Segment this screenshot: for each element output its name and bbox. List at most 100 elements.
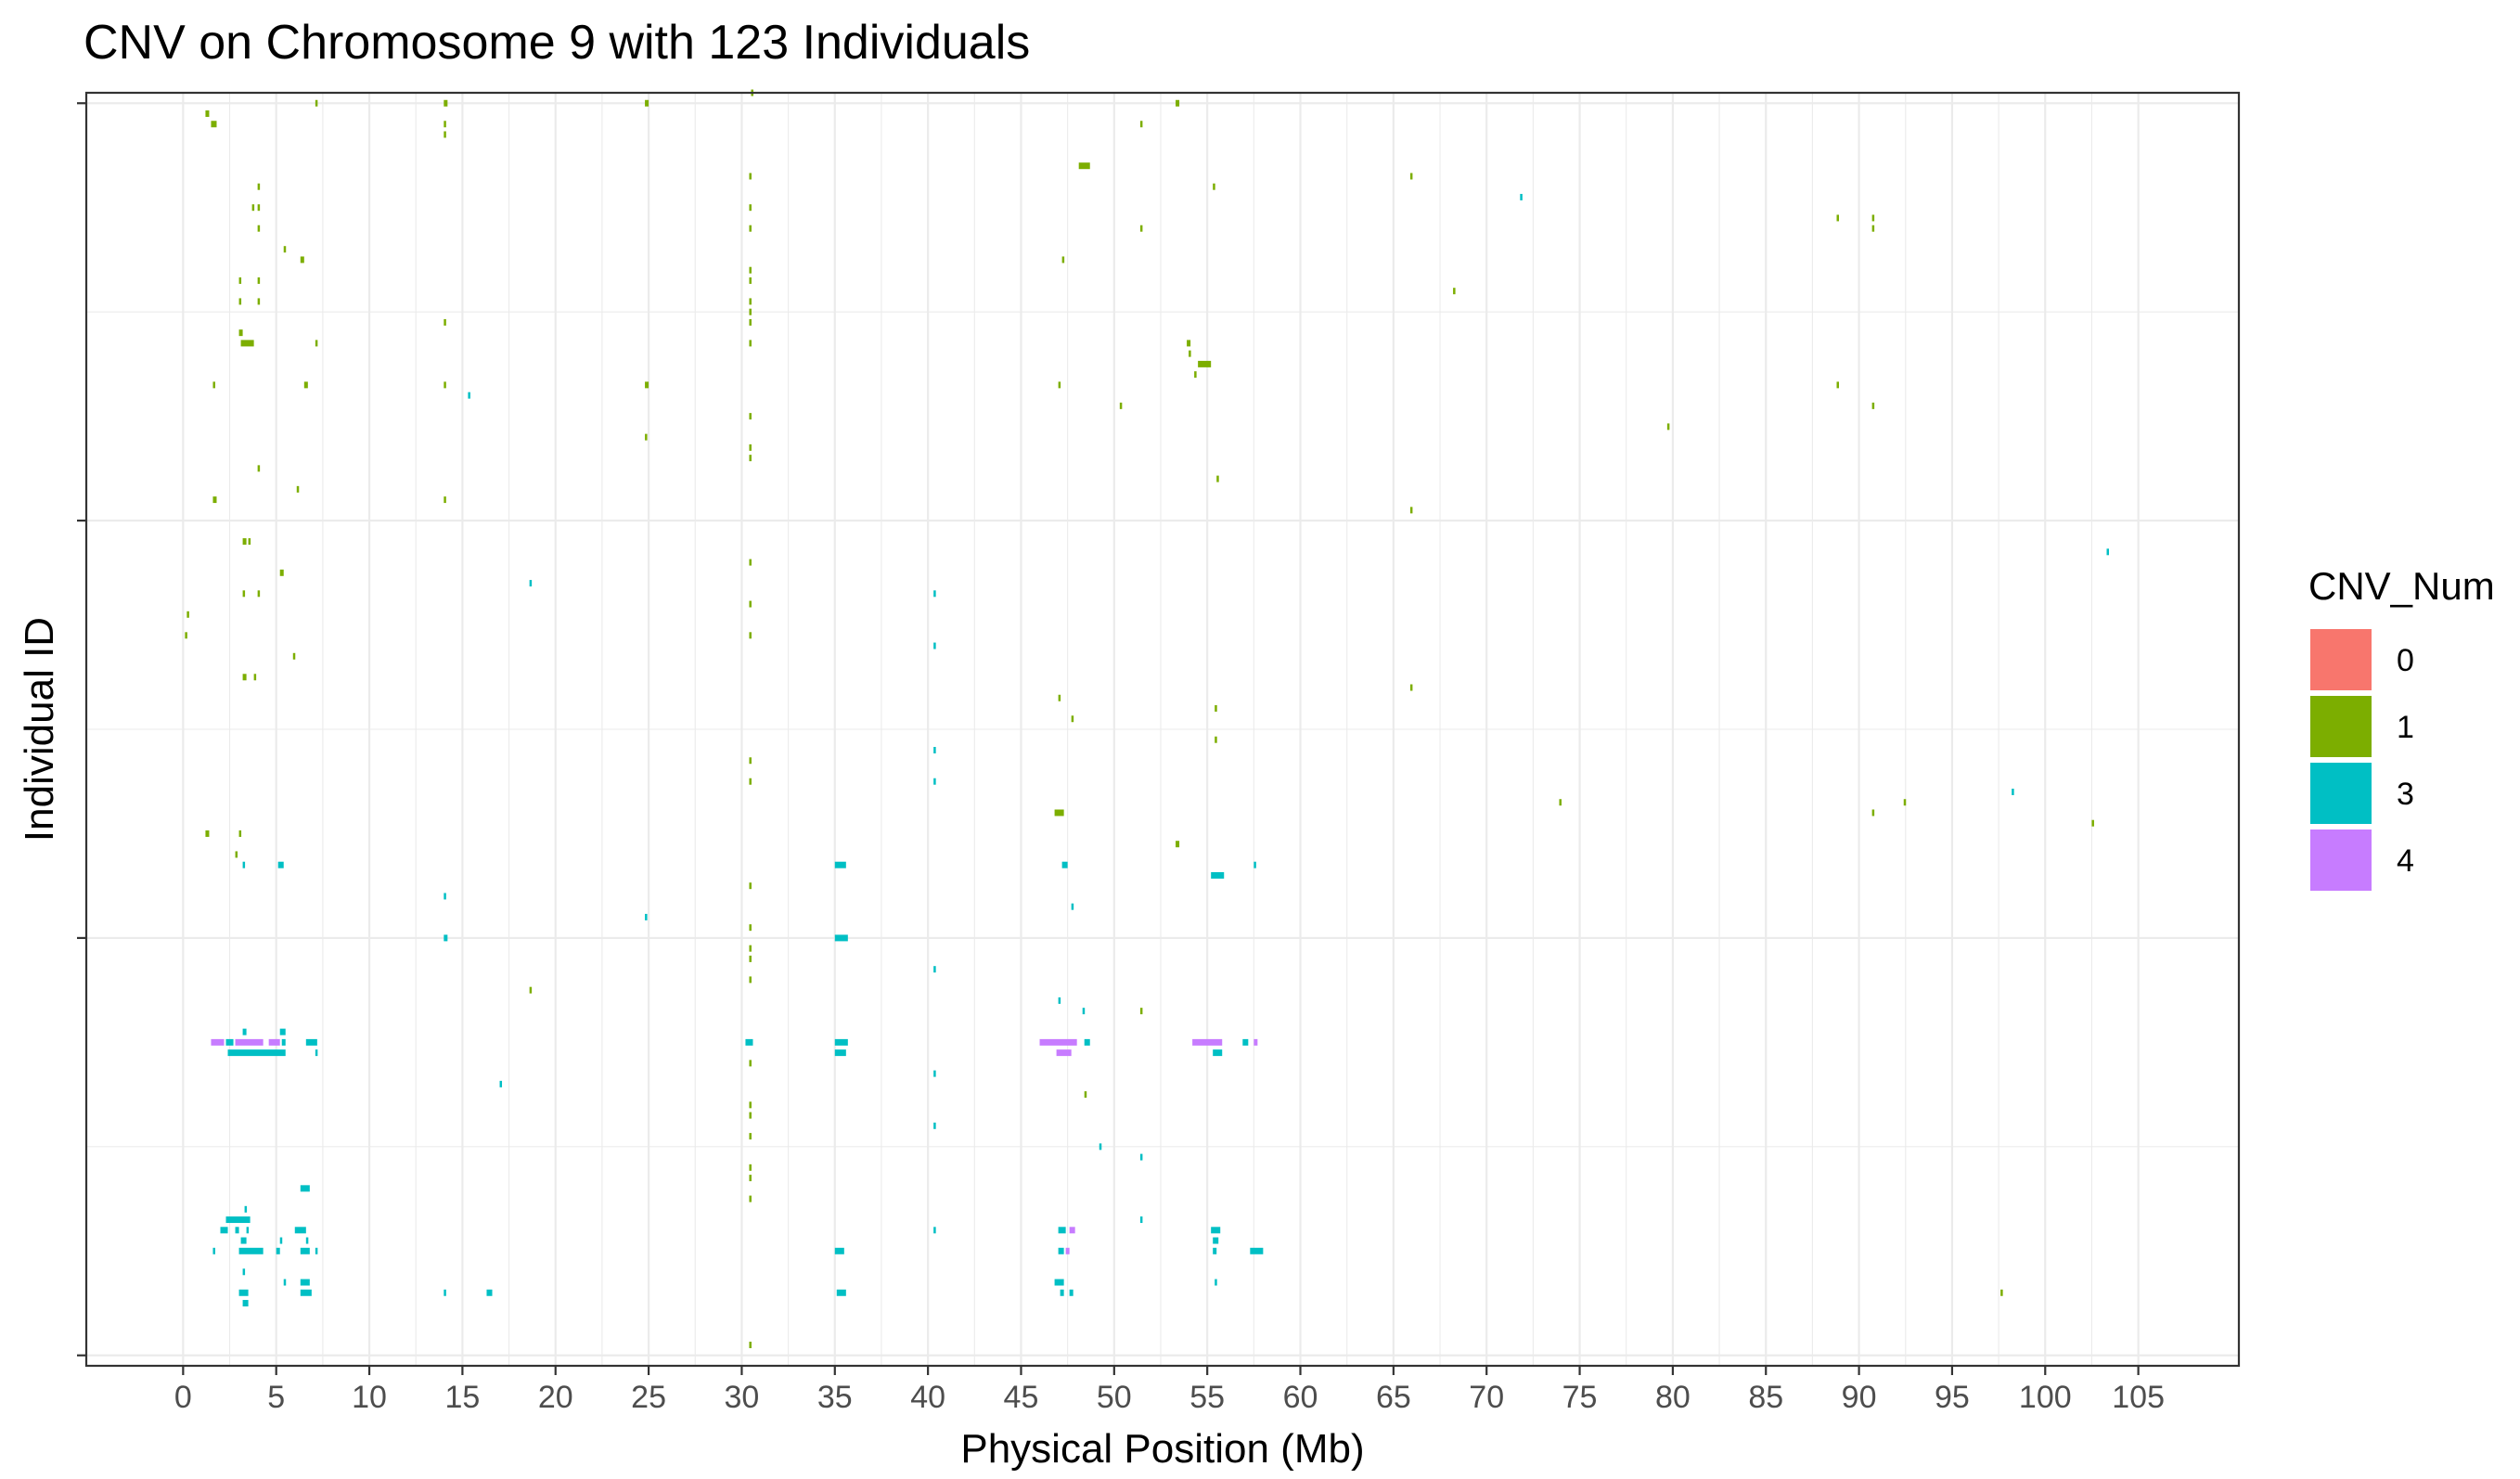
cnv-segment xyxy=(1194,371,1197,379)
cnv-segment xyxy=(242,538,247,546)
cnv-segment xyxy=(242,590,246,598)
cnv-segment xyxy=(315,1049,318,1057)
cnv-segment xyxy=(834,1049,846,1057)
x-tick-label: 15 xyxy=(444,1380,480,1415)
cnv-segment xyxy=(1176,841,1180,848)
cnv-segment xyxy=(235,1038,264,1046)
cnv-segment xyxy=(444,893,446,900)
cnv-segment xyxy=(300,1279,310,1286)
x-tick-label: 65 xyxy=(1376,1380,1411,1415)
cnv-segment xyxy=(486,1289,493,1296)
cnv-segment xyxy=(1666,423,1670,431)
cnv-segment xyxy=(749,1175,752,1182)
cnv-segment xyxy=(315,340,318,347)
cnv-segment xyxy=(1215,1279,1217,1286)
cnv-segment xyxy=(2091,819,2094,827)
x-axis-title: Physical Position (Mb) xyxy=(960,1426,1364,1472)
x-tick-label: 55 xyxy=(1189,1380,1225,1415)
x-tick-label: 45 xyxy=(1004,1380,1039,1415)
cnv-segment xyxy=(1192,1038,1223,1046)
cnv-segment xyxy=(749,1133,752,1140)
cnv-segments xyxy=(185,89,2110,1348)
cnv-segment xyxy=(645,913,648,920)
cnv-segment xyxy=(277,861,284,868)
cnv-segment xyxy=(1903,799,1907,806)
cnv-segment xyxy=(749,266,752,274)
cnv-segment xyxy=(225,1216,251,1224)
cnv-segment xyxy=(1216,475,1219,482)
cnv-segment xyxy=(211,1038,225,1046)
cnv-segment xyxy=(749,455,752,462)
legend-key-0 xyxy=(2310,629,2372,690)
cnv-segment xyxy=(292,652,296,660)
cnv-segment xyxy=(1099,1143,1102,1151)
cnv-segment xyxy=(253,674,257,681)
cnv-segment xyxy=(749,444,752,451)
cnv-segment xyxy=(283,1279,287,1286)
cnv-segment xyxy=(242,674,247,681)
cnv-segment xyxy=(1213,183,1215,190)
cnv-segment xyxy=(933,966,936,973)
cnv-segment xyxy=(1054,809,1064,817)
cnv-segment xyxy=(1836,214,1840,222)
cnv-segment xyxy=(242,1300,249,1307)
cnv-segment xyxy=(257,277,261,284)
cnv-segment xyxy=(933,747,936,753)
cnv-segment xyxy=(749,1342,752,1348)
legend-label-1: 1 xyxy=(2397,710,2414,745)
cnv-segment xyxy=(283,246,287,253)
cnv-segment xyxy=(749,559,752,566)
cnv-segment xyxy=(257,225,261,232)
cnv-segment xyxy=(749,600,752,608)
cnv-segment xyxy=(315,99,318,107)
cnv-segment xyxy=(1071,903,1074,910)
cnv-segment xyxy=(444,1289,446,1296)
cnv-segment xyxy=(238,1247,264,1254)
x-tick-label: 25 xyxy=(631,1380,666,1415)
cnv-segment xyxy=(444,131,446,138)
cnv-segment xyxy=(1039,1038,1077,1046)
legend-key-4 xyxy=(2310,830,2372,891)
cnv-segment xyxy=(268,1038,280,1046)
cnv-segment xyxy=(281,1038,286,1046)
cnv-segment xyxy=(1215,736,1217,743)
cnv-segment xyxy=(1559,799,1562,806)
cnv-segment xyxy=(444,99,448,107)
cnv-segment xyxy=(749,340,752,347)
y-axis xyxy=(77,102,86,1357)
cnv-segment xyxy=(1084,1091,1087,1099)
cnv-segment xyxy=(1871,809,1875,817)
cnv-segment xyxy=(300,1185,310,1192)
x-axis: 0 5 10 15 20 25 30 35 40 45 50 55 60 65 70 75 80 85 90 95 10… xyxy=(174,1366,2165,1415)
cnv-segment xyxy=(468,392,470,399)
cnv-segment xyxy=(240,1237,247,1244)
x-tick-label: 80 xyxy=(1655,1380,1691,1415)
cnv-segment xyxy=(242,1268,246,1276)
cnv-segment xyxy=(444,318,446,326)
cnv-segment xyxy=(933,778,936,785)
cnv-segment xyxy=(1060,1289,1064,1296)
cnv-segment xyxy=(244,1205,248,1213)
cnv-segment xyxy=(251,204,255,212)
cnv-segment xyxy=(2106,548,2110,556)
cnv-segment xyxy=(294,1227,306,1234)
cnv-segment xyxy=(238,830,242,837)
cnv-segment xyxy=(1871,214,1875,222)
cnv-segment xyxy=(1520,193,1523,200)
cnv-segment xyxy=(1139,225,1143,232)
cnv-segment xyxy=(749,225,752,232)
cnv-segment xyxy=(305,1237,309,1244)
cnv-segment xyxy=(1139,1216,1143,1224)
cnv-segment xyxy=(1409,173,1413,180)
cnv-segment xyxy=(834,1247,844,1254)
cnv-segment xyxy=(444,121,446,128)
x-tick-label: 0 xyxy=(174,1380,192,1415)
x-tick-label: 60 xyxy=(1283,1380,1318,1415)
cnv-segment xyxy=(1189,350,1191,357)
cnv-segment xyxy=(2012,788,2014,795)
cnv-segment xyxy=(300,1289,312,1296)
cnv-segment xyxy=(749,945,752,952)
y-axis-title: Individual ID xyxy=(17,617,62,842)
cnv-segment xyxy=(933,1227,936,1234)
cnv-segment xyxy=(933,1122,936,1129)
